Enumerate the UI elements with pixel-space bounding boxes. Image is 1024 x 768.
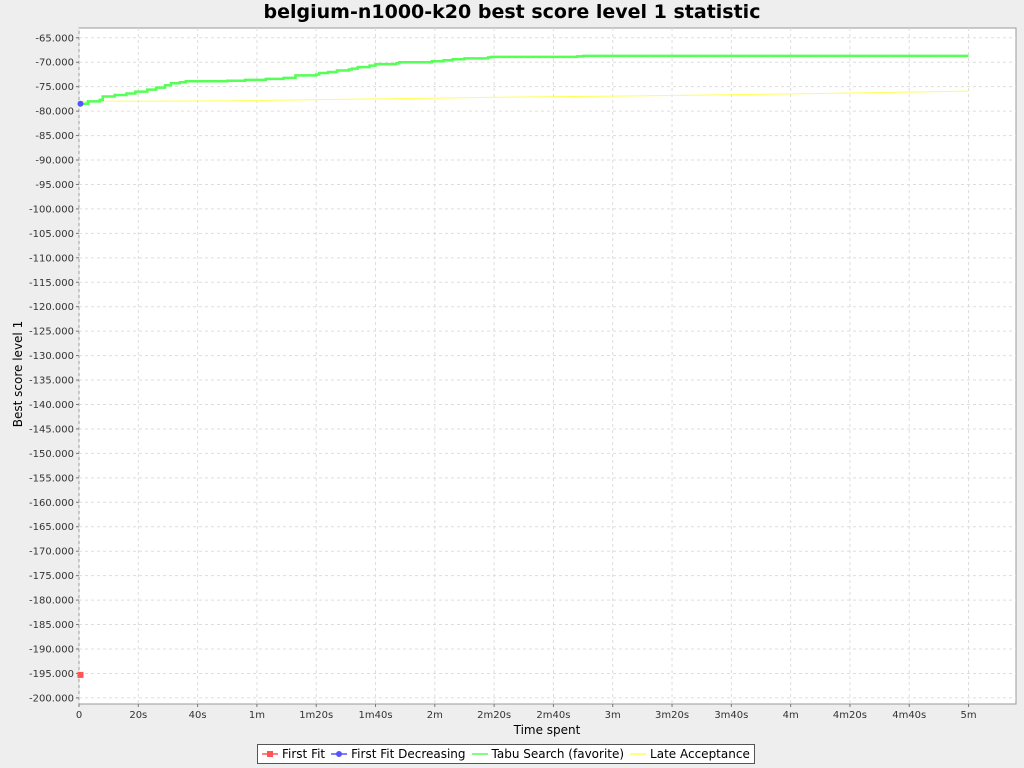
legend-swatch-icon [262, 751, 278, 757]
y-tick-label: -190.000 [29, 644, 74, 655]
y-tick-label: -75.000 [35, 82, 74, 93]
x-tick-label: 1m20s [299, 710, 333, 721]
y-tick-label: -85.000 [35, 131, 74, 142]
y-axis-label: Best score level 1 [11, 321, 25, 427]
legend-item: First Fit [262, 747, 325, 761]
y-tick-label: -185.000 [29, 620, 74, 631]
y-tick-label: -175.000 [29, 571, 74, 582]
x-tick-label: 4m40s [892, 710, 926, 721]
y-tick-label: -150.000 [29, 449, 74, 460]
x-tick-label: 1m40s [358, 710, 392, 721]
legend-item: Tabu Search (favorite) [471, 747, 625, 761]
y-tick-label: -80.000 [35, 107, 74, 118]
legend-item: First Fit Decreasing [331, 747, 466, 761]
x-tick-label: 20s [129, 710, 147, 721]
y-tick-label: -130.000 [29, 351, 74, 362]
x-tick-label: 3m40s [714, 710, 748, 721]
series-line [80, 90, 969, 102]
x-tick-label: 40s [189, 710, 207, 721]
y-tick-label: -115.000 [29, 278, 74, 289]
legend-label: First Fit Decreasing [351, 747, 466, 761]
series-group [77, 54, 969, 678]
legend: First Fit First Fit Decreasing Tabu Search… [257, 744, 755, 764]
y-tick-label: -180.000 [29, 596, 74, 607]
x-tick-label: 4m [783, 710, 799, 721]
y-tick-label: -70.000 [35, 58, 74, 69]
y-tick-label: -135.000 [29, 376, 74, 387]
y-tick-label: -155.000 [29, 473, 74, 484]
legend-item: Late Acceptance [630, 747, 750, 761]
series-point [77, 100, 84, 107]
y-tick-label: -200.000 [29, 693, 74, 704]
x-tick-label: 0 [76, 710, 82, 721]
series-line [80, 54, 969, 106]
legend-label: Tabu Search (favorite) [491, 747, 625, 761]
y-tick-label: -90.000 [35, 156, 74, 167]
x-tick-label: 5m [961, 710, 977, 721]
y-tick-label: -65.000 [35, 33, 74, 44]
x-tick-label: 2m40s [536, 710, 570, 721]
grid-lines [78, 28, 1016, 704]
x-tick-label: 3m [605, 710, 621, 721]
series-point [77, 671, 84, 678]
y-tick-label: -100.000 [29, 204, 74, 215]
y-tick-label: -110.000 [29, 253, 74, 264]
x-axis-label: Time spent [513, 723, 581, 737]
x-tick-label: 4m20s [833, 710, 867, 721]
y-tick-label: -105.000 [29, 229, 74, 240]
y-tick-label: -170.000 [29, 547, 74, 558]
y-tick-label: -95.000 [35, 180, 74, 191]
y-tick-label: -195.000 [29, 669, 74, 680]
y-tick-label: -145.000 [29, 424, 74, 435]
legend-label: First Fit [282, 747, 326, 761]
x-tick-label: 3m20s [655, 710, 689, 721]
chart-title: belgium-n1000-k20 best score level 1 sta… [263, 1, 761, 23]
x-tick-label: 2m20s [477, 710, 511, 721]
x-tick-label: 2m [427, 710, 443, 721]
y-tick-label: -140.000 [29, 400, 74, 411]
y-tick-label: -165.000 [29, 522, 74, 533]
legend-swatch-icon [331, 751, 348, 757]
legend-swatch-icon [630, 753, 647, 755]
y-tick-label: -160.000 [29, 498, 74, 509]
plot-background [78, 27, 1017, 705]
y-tick-label: -125.000 [29, 327, 74, 338]
legend-swatch-icon [471, 753, 488, 755]
x-tick-label: 1m [249, 710, 265, 721]
axes: -65.000 -70.000 -75.000 -80.000 -85.000 -90.0… [29, 33, 977, 721]
y-tick-label: -120.000 [29, 302, 74, 313]
legend-label: Late Acceptance [650, 747, 750, 761]
